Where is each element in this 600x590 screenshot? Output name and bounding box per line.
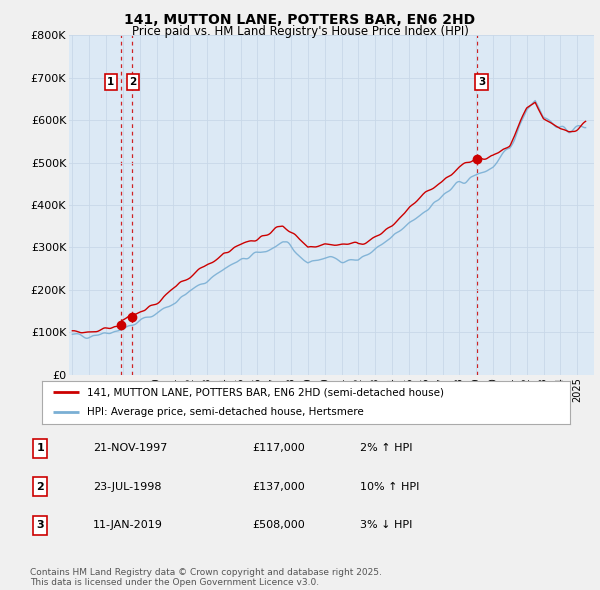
Text: 1: 1 — [107, 77, 115, 87]
Text: 3% ↓ HPI: 3% ↓ HPI — [360, 520, 412, 530]
Text: 141, MUTTON LANE, POTTERS BAR, EN6 2HD: 141, MUTTON LANE, POTTERS BAR, EN6 2HD — [124, 13, 476, 27]
Text: Contains HM Land Registry data © Crown copyright and database right 2025.
This d: Contains HM Land Registry data © Crown c… — [30, 568, 382, 587]
Text: 3: 3 — [37, 520, 44, 530]
Text: 3: 3 — [478, 77, 485, 87]
Text: 21-NOV-1997: 21-NOV-1997 — [93, 444, 167, 453]
Text: 2% ↑ HPI: 2% ↑ HPI — [360, 444, 413, 453]
Text: Price paid vs. HM Land Registry's House Price Index (HPI): Price paid vs. HM Land Registry's House … — [131, 25, 469, 38]
Text: 2: 2 — [37, 482, 44, 491]
Text: 10% ↑ HPI: 10% ↑ HPI — [360, 482, 419, 491]
Text: 1: 1 — [37, 444, 44, 453]
Text: 2: 2 — [130, 77, 137, 87]
Text: £508,000: £508,000 — [252, 520, 305, 530]
Text: HPI: Average price, semi-detached house, Hertsmere: HPI: Average price, semi-detached house,… — [87, 407, 364, 417]
Text: 141, MUTTON LANE, POTTERS BAR, EN6 2HD (semi-detached house): 141, MUTTON LANE, POTTERS BAR, EN6 2HD (… — [87, 387, 444, 397]
Text: 23-JUL-1998: 23-JUL-1998 — [93, 482, 161, 491]
Text: £137,000: £137,000 — [252, 482, 305, 491]
Text: £117,000: £117,000 — [252, 444, 305, 453]
Text: 11-JAN-2019: 11-JAN-2019 — [93, 520, 163, 530]
